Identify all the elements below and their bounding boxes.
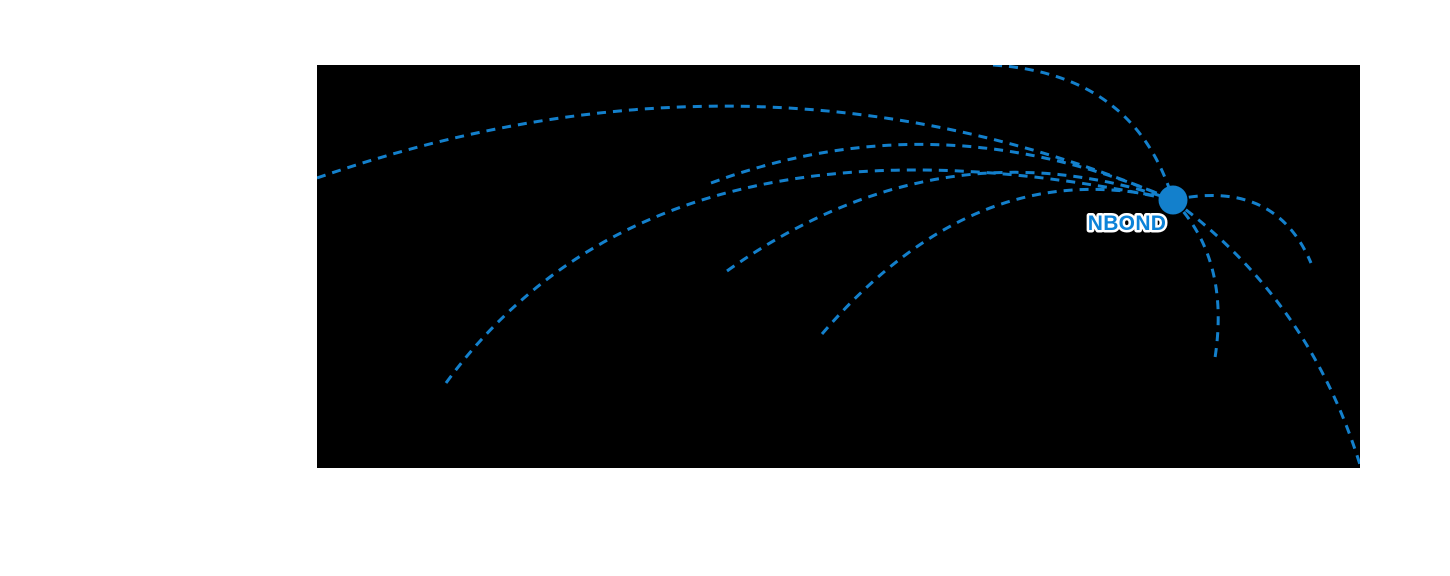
airport-node-marker[interactable] bbox=[1158, 185, 1188, 215]
route-arc bbox=[1171, 198, 1220, 365]
route-arc bbox=[726, 170, 1174, 273]
airport-node-label-group: NBOND NBOND bbox=[1085, 210, 1168, 238]
route-arc bbox=[1172, 198, 1360, 468]
airport-node-group[interactable] bbox=[1158, 185, 1188, 215]
airport-node-label-halo: NBOND bbox=[1088, 212, 1167, 235]
route-arcs-group bbox=[317, 65, 1360, 468]
route-arc bbox=[444, 168, 1174, 384]
route-arc bbox=[710, 142, 1174, 202]
airport-node-label: NBOND bbox=[1088, 212, 1167, 235]
route-arc bbox=[317, 104, 1174, 202]
route-arc bbox=[992, 65, 1175, 201]
plot-background bbox=[317, 65, 1360, 468]
route-arc bbox=[820, 187, 1174, 335]
route-arc bbox=[1172, 193, 1313, 264]
